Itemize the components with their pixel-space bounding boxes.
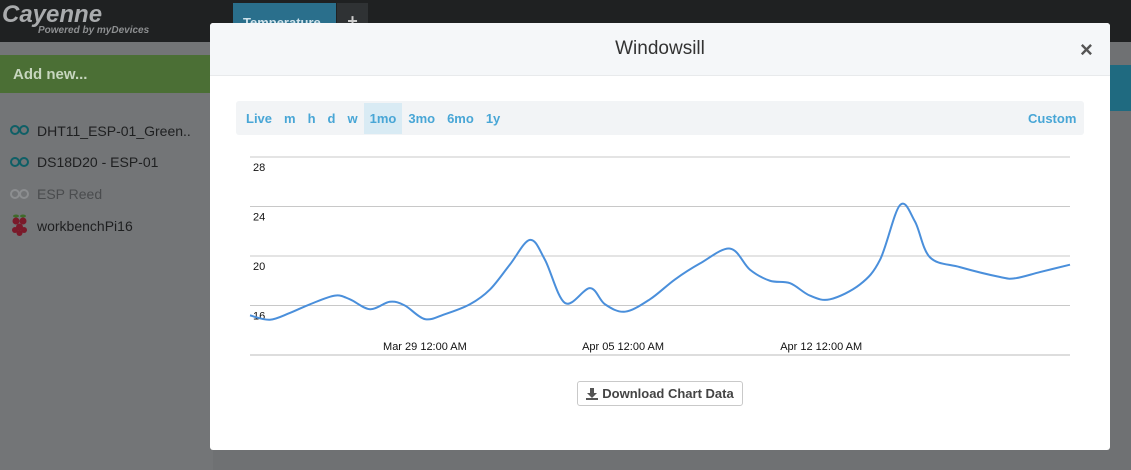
device[interactable]: DS18D20 - ESP-01 [37, 154, 159, 170]
data-line [249, 202, 1071, 321]
modal: Windowsill × Live m h d w 1mo 3mo 6mo 1y Custom … [210, 23, 1110, 450]
tagline: Powered by myDevices [38, 25, 150, 36]
range-button[interactable]: m [284, 110, 296, 126]
brand: Cayenne [2, 1, 103, 28]
modal-title: Windowsill [615, 38, 705, 59]
range-button[interactable]: h [307, 110, 316, 126]
device[interactable]: DHT11_ESP-01_Green.. [37, 123, 191, 139]
range-button[interactable]: d [327, 110, 336, 126]
range-button[interactable]: 6mo [447, 110, 474, 126]
range-button[interactable]: w [347, 110, 358, 126]
device[interactable]: ESP Reed [37, 186, 103, 202]
range-button[interactable]: 1y [485, 110, 501, 126]
add-tab[interactable]: + [337, 3, 368, 31]
panel-strip [1110, 65, 1131, 111]
range-button[interactable]: Live [246, 110, 273, 126]
close-button[interactable]: × [1080, 37, 1093, 62]
range-button[interactable]: 1mo [363, 102, 403, 134]
x-tick-label: Mar 29 12:00 AM [383, 341, 467, 353]
modal-header [210, 23, 1110, 76]
sidebar [0, 42, 213, 470]
x-tick-label: Apr 12 12:00 AM [780, 341, 862, 353]
device[interactable]: workbenchPi16 [37, 218, 133, 234]
device-icons [10, 125, 29, 236]
tab[interactable]: Temperature [233, 3, 336, 30]
y-tick-label: 28 [253, 162, 265, 174]
download-label: Download Chart Data [602, 386, 734, 401]
range-button[interactable]: 3mo [408, 110, 436, 126]
add-new-button[interactable]: Add new... [0, 55, 213, 93]
download-button[interactable]: Download Chart Data [577, 381, 743, 406]
range-bar: Live m h d w 1mo 3mo 6mo 1y [236, 101, 1084, 135]
y-tick-label: 20 [253, 261, 265, 273]
custom-range[interactable]: Custom [1028, 111, 1077, 126]
x-tick-label: Apr 05 12:00 AM [582, 341, 664, 353]
y-tick-label: 24 [253, 212, 265, 224]
download-icon [586, 387, 599, 400]
